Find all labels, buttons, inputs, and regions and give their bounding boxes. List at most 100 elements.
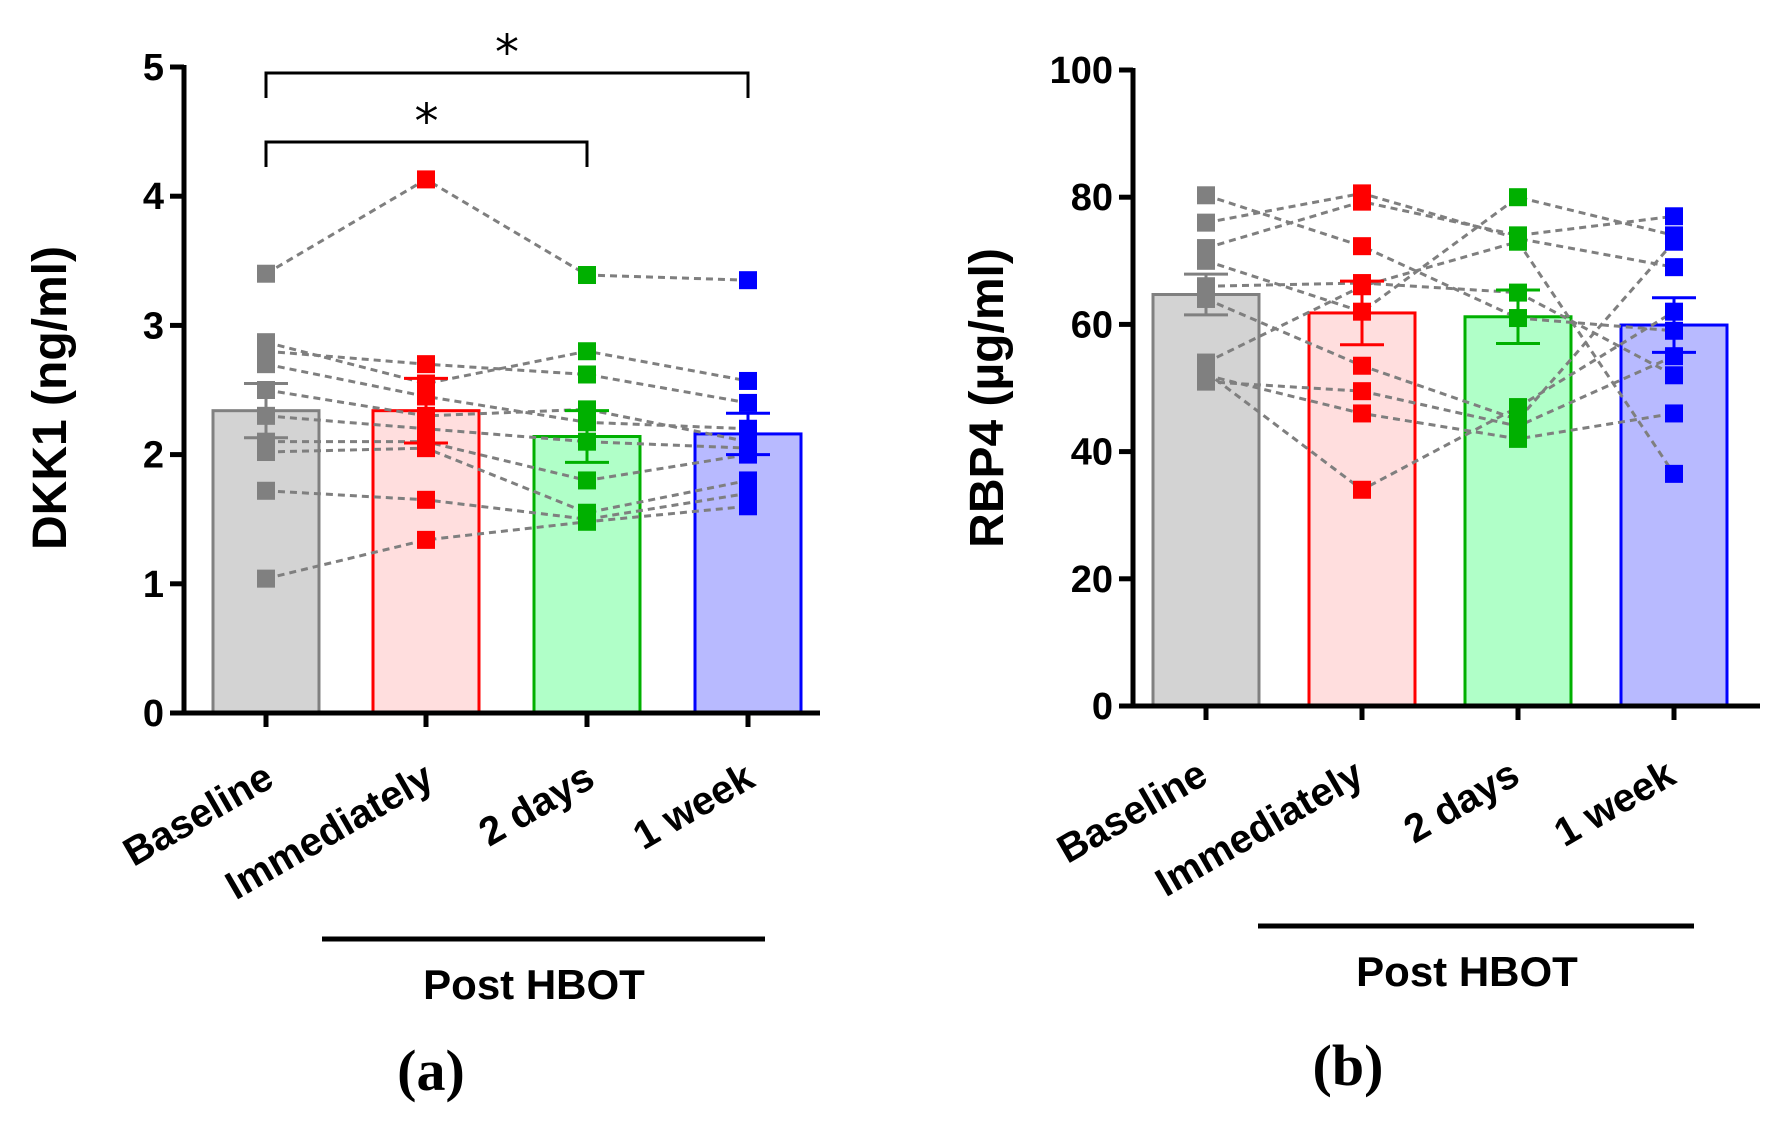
subject-line-6 (266, 440, 749, 482)
group-label: Post HBOT (1356, 948, 1578, 995)
subject-line-6 (1205, 239, 1676, 475)
data-point-9-1 (1353, 480, 1371, 499)
data-point-7-1 (417, 439, 435, 458)
data-point-2-3 (739, 393, 757, 412)
y-tick-label-2: 40 (1071, 432, 1113, 474)
data-point-8-1 (1353, 382, 1371, 401)
panel-label: (a) (397, 1038, 465, 1103)
subject-line-2 (265, 349, 749, 405)
subject-line-1 (265, 340, 749, 386)
data-point-8-1 (417, 490, 435, 509)
data-point-5-2 (578, 432, 596, 451)
data-point-5-0 (1197, 289, 1215, 308)
data-point-4-3 (1665, 366, 1683, 385)
subject-line-0 (265, 177, 749, 282)
y-tick-label-5: 100 (1050, 50, 1113, 92)
significance-bracket-1 (264, 71, 750, 98)
data-point-3-0 (257, 355, 275, 374)
data-point-0-1 (1353, 237, 1371, 256)
data-point-9-2 (1509, 398, 1527, 417)
y-tick-label-3: 60 (1071, 304, 1113, 346)
data-point-1-3 (1665, 258, 1683, 277)
subject-line-4 (1205, 281, 1675, 377)
data-point-3-0 (1197, 251, 1215, 270)
data-point-7-0 (257, 443, 275, 462)
x-tick-label-2-days: 2 days (1397, 752, 1527, 852)
data-point-3-2 (1509, 188, 1527, 207)
data-point-9-3 (1665, 302, 1683, 321)
subject-line-4 (265, 388, 749, 444)
x-tick-label-1-week: 1 week (1547, 751, 1683, 855)
subject-line-5 (1205, 240, 1676, 422)
subject-line-9 (265, 504, 749, 581)
subject-line-3 (1205, 195, 1675, 314)
significance-star-1: * (495, 25, 519, 81)
data-point-6-3 (1665, 464, 1683, 483)
data-point-0-2 (1509, 309, 1527, 328)
data-point-9-3 (739, 497, 757, 516)
data-point-4-0 (257, 381, 275, 399)
x-tick-label-1-week: 1 week (626, 754, 762, 858)
data-point-6-2 (1509, 232, 1527, 251)
data-point-8-2 (1509, 417, 1527, 436)
y-tick-label-5: 5 (143, 47, 164, 89)
data-point-6-2 (578, 471, 596, 490)
subject-line-8 (265, 489, 749, 521)
data-point-0-0 (257, 264, 275, 283)
subject-line-5 (265, 414, 749, 450)
y-axis-title: DKK1 (ng/ml) (24, 246, 77, 550)
data-point-1-2 (578, 342, 596, 361)
y-tick-label-4: 4 (143, 176, 164, 218)
data-point-7-3 (1665, 404, 1683, 423)
x-tick-label-2-days: 2 days (472, 755, 602, 855)
subject-line-0 (1205, 193, 1675, 333)
data-point-1-0 (1197, 213, 1215, 232)
bar-3 (693, 432, 803, 715)
data-point-0-2 (578, 266, 596, 285)
data-point-0-3 (739, 271, 757, 290)
data-point-2-2 (578, 365, 596, 384)
bar-2 (1463, 315, 1573, 708)
data-point-9-2 (578, 512, 596, 531)
data-point-9-1 (417, 530, 435, 549)
data-point-4-2 (578, 400, 596, 419)
data-point-5-3 (1665, 232, 1683, 251)
data-point-1-3 (739, 371, 757, 390)
subject-line-2 (1205, 200, 1675, 250)
y-axis-title: RBP4 (µg/ml) (961, 248, 1014, 548)
data-point-6-3 (739, 445, 757, 464)
subject-line-1 (1205, 191, 1675, 269)
data-point-9-0 (1197, 363, 1215, 382)
data-point-5-1 (1353, 356, 1371, 375)
data-point-0-0 (1197, 186, 1215, 205)
y-tick-label-0: 0 (143, 693, 164, 735)
data-point-7-1 (1353, 404, 1371, 423)
data-point-5-0 (257, 406, 275, 425)
data-point-2-3 (1665, 207, 1683, 226)
subject-line-7 (1205, 373, 1675, 441)
data-point-0-3 (1665, 321, 1683, 340)
y-tick-label-2: 2 (143, 435, 164, 477)
data-point-3-1 (417, 387, 435, 406)
group-label: Post HBOT (423, 961, 645, 1008)
significance-bracket-0 (264, 140, 589, 167)
data-point-9-0 (257, 569, 275, 588)
data-point-3-1 (1353, 302, 1371, 321)
data-point-4-2 (1509, 283, 1527, 302)
subject-line-9 (1205, 310, 1675, 492)
data-point-0-1 (417, 170, 435, 189)
data-point-8-0 (257, 481, 275, 500)
significance-star-0: * (415, 94, 439, 150)
y-tick-label-4: 80 (1071, 177, 1113, 219)
data-point-6-1 (1353, 277, 1371, 296)
y-tick-label-1: 1 (143, 564, 164, 606)
y-tick-label-1: 20 (1071, 559, 1113, 601)
subject-line-3 (265, 362, 749, 431)
y-tick-label-0: 0 (1092, 686, 1113, 728)
data-point-8-3 (1665, 347, 1683, 366)
panel-label: (b) (1313, 1033, 1384, 1098)
subject-line-8 (1205, 354, 1675, 428)
